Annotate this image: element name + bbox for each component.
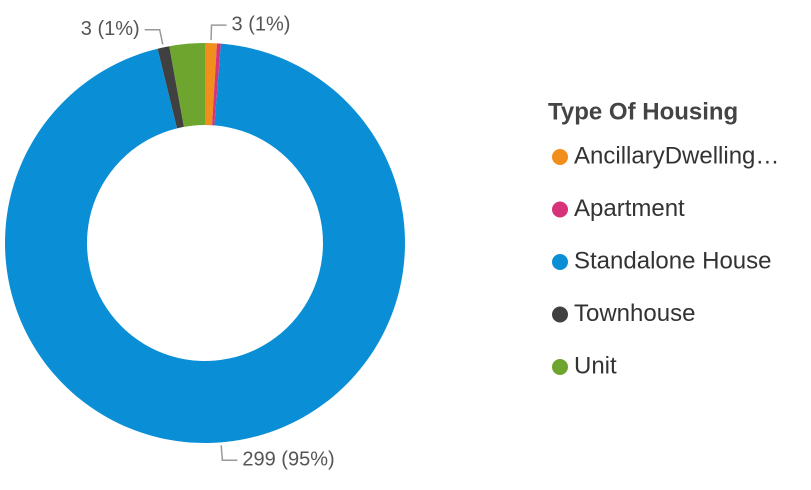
legend-label: Standalone House [574,247,771,274]
legend-label: AncillaryDwelling… [574,142,779,169]
donut-slice [212,43,221,126]
donut-slice [4,43,406,443]
data-label: 299 (95%) [242,449,334,471]
data-label: 3 (1%) [81,18,140,40]
legend-marker [552,254,568,270]
legend-label: Apartment [574,195,685,222]
data-label: 3 (1%) [232,13,291,35]
donut-slice [205,43,217,126]
legend-label: Townhouse [574,300,695,327]
legend-marker [552,149,568,165]
leader-line [220,445,238,462]
donut-slice [157,46,184,129]
legend-title: Type Of Housing [548,98,738,125]
leader-line [144,29,164,45]
legend-marker [552,306,568,323]
legend-marker [552,359,568,375]
leader-line [210,24,227,41]
donut-slice [169,43,205,127]
legend-label: Unit [574,352,617,379]
legend-marker [552,201,568,218]
